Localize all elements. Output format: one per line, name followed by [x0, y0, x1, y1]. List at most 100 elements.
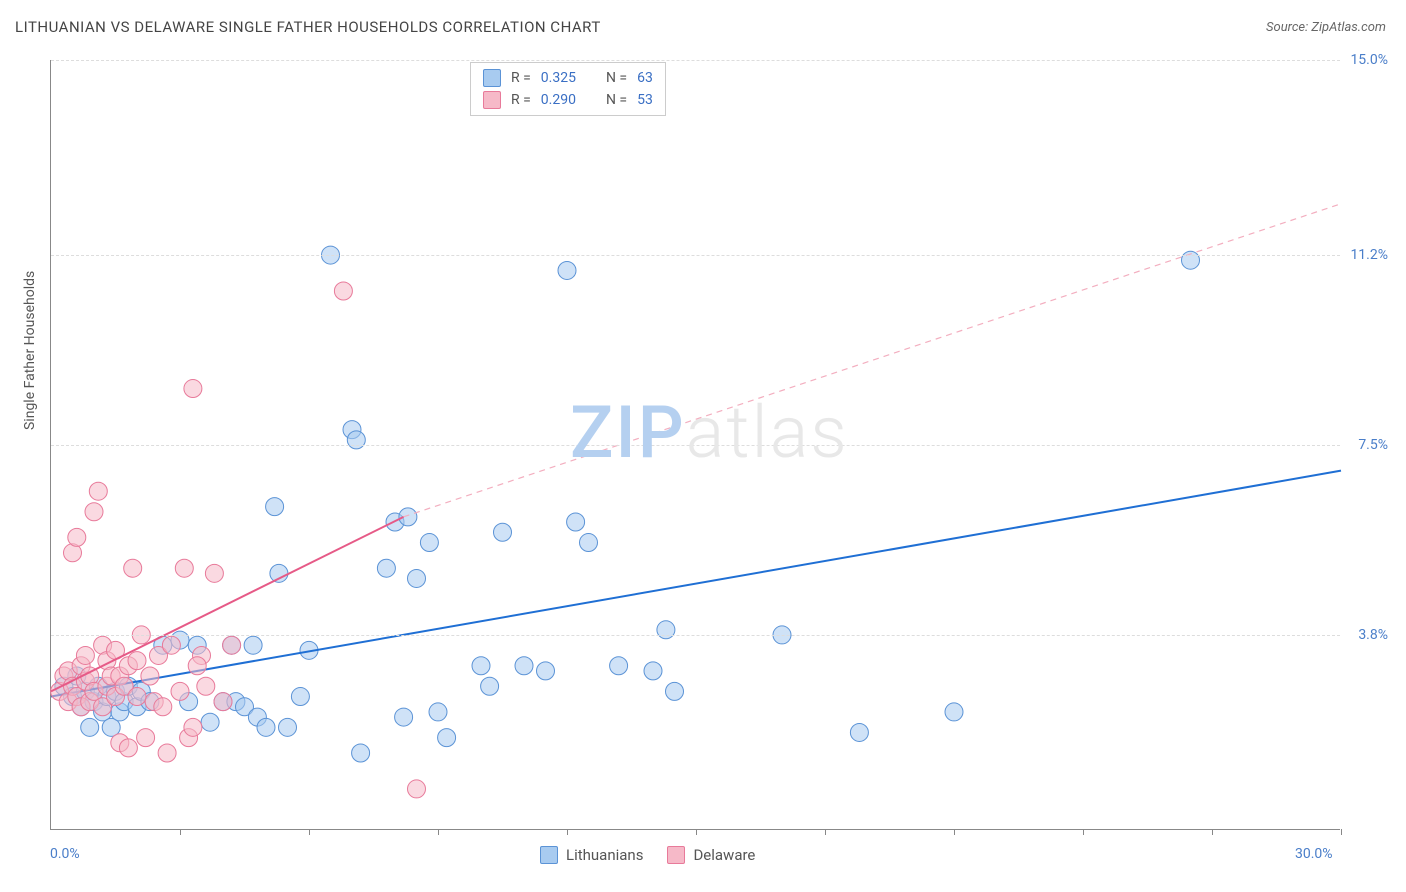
x-tick	[1212, 829, 1213, 835]
legend-swatch	[483, 69, 501, 87]
legend-r-label: R =	[511, 92, 531, 108]
scatter-point	[429, 703, 447, 721]
x-tick	[1083, 829, 1084, 835]
scatter-point	[644, 662, 662, 680]
scatter-point	[666, 682, 684, 700]
scatter-point	[128, 688, 146, 706]
scatter-point	[171, 682, 189, 700]
x-tick	[567, 829, 568, 835]
scatter-point	[158, 744, 176, 762]
scatter-point	[537, 662, 555, 680]
scatter-point	[128, 652, 146, 670]
x-tick	[696, 829, 697, 835]
scatter-point	[76, 646, 94, 664]
scatter-point	[184, 718, 202, 736]
scatter-point	[137, 729, 155, 747]
x-tick	[954, 829, 955, 835]
legend-row: R = 0.325 N = 63	[483, 67, 653, 89]
chart-container: LITHUANIAN VS DELAWARE SINGLE FATHER HOU…	[0, 0, 1406, 892]
scatter-point	[244, 636, 262, 654]
y-tick-label: 7.5%	[1358, 437, 1388, 453]
x-tick-label: 0.0%	[50, 846, 80, 862]
scatter-point	[408, 569, 426, 587]
legend-n-label: N =	[606, 70, 627, 86]
legend-row: R = 0.290 N = 53	[483, 89, 653, 111]
scatter-point	[223, 636, 241, 654]
x-tick	[309, 829, 310, 835]
legend-n-value: 53	[637, 92, 653, 108]
trend-line-extension	[404, 204, 1341, 517]
plot-area	[50, 60, 1340, 830]
scatter-point	[515, 657, 533, 675]
scatter-point	[141, 667, 159, 685]
scatter-point	[154, 698, 172, 716]
y-tick-label: 15.0%	[1350, 52, 1388, 68]
scatter-point	[81, 718, 99, 736]
gridline	[51, 60, 1340, 61]
scatter-point	[420, 534, 438, 552]
scatter-point	[279, 718, 297, 736]
legend-series: Lithuanians Delaware	[540, 846, 755, 864]
scatter-point	[438, 729, 456, 747]
legend-correlation: R = 0.325 N = 63 R = 0.290 N = 53	[470, 62, 666, 116]
scatter-point	[377, 559, 395, 577]
legend-series-label: Lithuanians	[566, 846, 643, 864]
scatter-point	[85, 503, 103, 521]
scatter-point	[657, 621, 675, 639]
scatter-point	[481, 677, 499, 695]
scatter-point	[567, 513, 585, 531]
x-tick	[438, 829, 439, 835]
scatter-point	[214, 693, 232, 711]
scatter-point	[347, 431, 365, 449]
y-tick-label: 11.2%	[1350, 247, 1388, 263]
scatter-point	[334, 282, 352, 300]
scatter-point	[205, 564, 223, 582]
scatter-point	[610, 657, 628, 675]
gridline	[51, 445, 1340, 446]
x-tick	[180, 829, 181, 835]
scatter-point	[124, 559, 142, 577]
legend-r-label: R =	[511, 70, 531, 86]
scatter-point	[175, 559, 193, 577]
legend-swatch	[540, 846, 558, 864]
scatter-point	[945, 703, 963, 721]
legend-series-label: Delaware	[693, 846, 755, 864]
legend-series-item: Lithuanians	[540, 846, 643, 864]
scatter-point	[201, 713, 219, 731]
scatter-point	[188, 657, 206, 675]
legend-n-label: N =	[606, 92, 627, 108]
legend-swatch	[667, 846, 685, 864]
scatter-point	[68, 528, 86, 546]
gridline	[51, 255, 1340, 256]
y-axis-label: Single Father Households	[22, 271, 38, 430]
scatter-point	[472, 657, 490, 675]
scatter-point	[580, 534, 598, 552]
scatter-point	[395, 708, 413, 726]
scatter-point	[494, 523, 512, 541]
legend-r-value: 0.290	[541, 92, 576, 108]
scatter-point	[352, 744, 370, 762]
gridline	[51, 635, 1340, 636]
scatter-point	[558, 261, 576, 279]
legend-swatch	[483, 91, 501, 109]
scatter-point	[266, 498, 284, 516]
x-tick-label: 30.0%	[1295, 846, 1333, 862]
scatter-point	[184, 380, 202, 398]
scatter-point	[408, 780, 426, 798]
scatter-point	[89, 482, 107, 500]
legend-n-value: 63	[637, 70, 653, 86]
legend-series-item: Delaware	[667, 846, 755, 864]
legend-r-value: 0.325	[541, 70, 576, 86]
scatter-point	[257, 718, 275, 736]
scatter-point	[119, 739, 137, 757]
scatter-point	[850, 723, 868, 741]
scatter-point	[197, 677, 215, 695]
chart-title: LITHUANIAN VS DELAWARE SINGLE FATHER HOU…	[15, 18, 601, 36]
trend-line	[51, 471, 1341, 697]
y-tick-label: 3.8%	[1358, 627, 1388, 643]
x-tick	[825, 829, 826, 835]
scatter-point	[162, 636, 180, 654]
x-tick	[1341, 829, 1342, 835]
source-attribution: Source: ZipAtlas.com	[1266, 20, 1386, 35]
scatter-point	[291, 688, 309, 706]
